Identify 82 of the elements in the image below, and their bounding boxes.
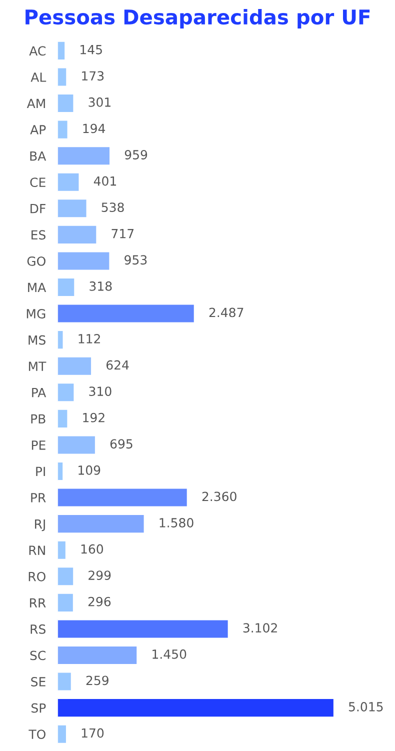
data-label: 173	[82, 71, 104, 81]
y-tick-label: GO	[27, 256, 46, 266]
y-tick-label: SC	[30, 650, 46, 660]
data-label: 538	[102, 202, 124, 212]
data-label: 145	[80, 45, 102, 54]
bar	[57, 303, 196, 324]
data-label: 109	[78, 465, 100, 475]
bar	[57, 93, 75, 114]
data-label: 624	[106, 360, 129, 370]
y-tick-label: CE	[30, 178, 46, 188]
y-tick-label: AM	[26, 98, 45, 108]
data-label: 296	[88, 596, 111, 606]
bar	[57, 146, 111, 166]
bar	[57, 277, 76, 298]
y-tick-label: MS	[28, 335, 46, 345]
data-label: 160	[81, 544, 104, 554]
bar	[57, 540, 67, 560]
bar	[57, 645, 138, 666]
data-label: 318	[90, 281, 112, 291]
y-tick-label: RO	[28, 572, 46, 582]
data-label: 3.102	[243, 623, 277, 633]
data-label: 401	[94, 176, 116, 186]
bar	[57, 566, 74, 587]
bar	[57, 724, 68, 744]
y-tick-label: RR	[30, 598, 46, 608]
bar	[57, 592, 74, 613]
data-label: 112	[78, 334, 100, 344]
y-tick-label: PA	[32, 388, 46, 398]
y-tick-label: SE	[31, 677, 46, 686]
data-label: 959	[124, 150, 148, 160]
y-tick-label: TO	[28, 730, 46, 740]
data-label: 5.015	[348, 702, 383, 712]
y-tick-label: SP	[32, 703, 46, 713]
data-label: 170	[82, 728, 104, 738]
y-tick-label: AL	[30, 72, 46, 82]
bar	[57, 487, 188, 508]
y-tick-label: AP	[30, 125, 46, 134]
bar	[57, 434, 96, 456]
bar	[57, 198, 88, 219]
data-label: 695	[110, 439, 132, 449]
data-label: 192	[83, 412, 104, 422]
data-label: 194	[83, 124, 106, 134]
bar	[57, 356, 92, 376]
chart-title: Pessoas Desaparecidas por UF	[26, 9, 370, 29]
y-tick-label: ES	[32, 230, 46, 240]
bar	[57, 66, 68, 88]
bar	[57, 172, 80, 192]
y-tick-label: PE	[32, 440, 46, 450]
bar	[57, 698, 335, 718]
data-label: 1.450	[152, 649, 186, 659]
bar	[57, 330, 64, 350]
bar	[57, 671, 72, 692]
data-label: 2.487	[209, 308, 244, 318]
data-label: 1.580	[160, 518, 194, 528]
bar	[57, 250, 111, 272]
data-label: 259	[86, 676, 108, 686]
y-tick-label: PR	[31, 493, 46, 502]
y-tick-label: MT	[28, 362, 46, 371]
data-label: 2.360	[202, 492, 236, 502]
bar	[57, 119, 69, 140]
data-label: 310	[89, 386, 112, 396]
bar	[57, 618, 230, 640]
y-tick-label: RS	[30, 624, 46, 634]
bar	[57, 224, 98, 245]
y-tick-label: PB	[31, 414, 46, 424]
y-tick-label: BA	[30, 151, 46, 161]
data-label: 953	[124, 255, 147, 265]
data-label: 301	[88, 97, 110, 107]
bar	[57, 40, 66, 61]
y-tick-label: MG	[26, 309, 46, 318]
bar	[57, 461, 64, 482]
y-tick-label: MA	[28, 282, 46, 292]
y-tick-label: RJ	[35, 519, 45, 532]
data-label: 717	[112, 229, 134, 238]
y-tick-label: RN	[29, 546, 45, 555]
bar	[57, 408, 69, 429]
y-tick-label: PI	[36, 466, 45, 476]
y-tick-label: DF	[30, 204, 46, 214]
bar	[57, 382, 76, 403]
y-tick-label: AC	[29, 46, 46, 56]
data-label: 299	[88, 570, 111, 580]
bar	[57, 514, 146, 534]
